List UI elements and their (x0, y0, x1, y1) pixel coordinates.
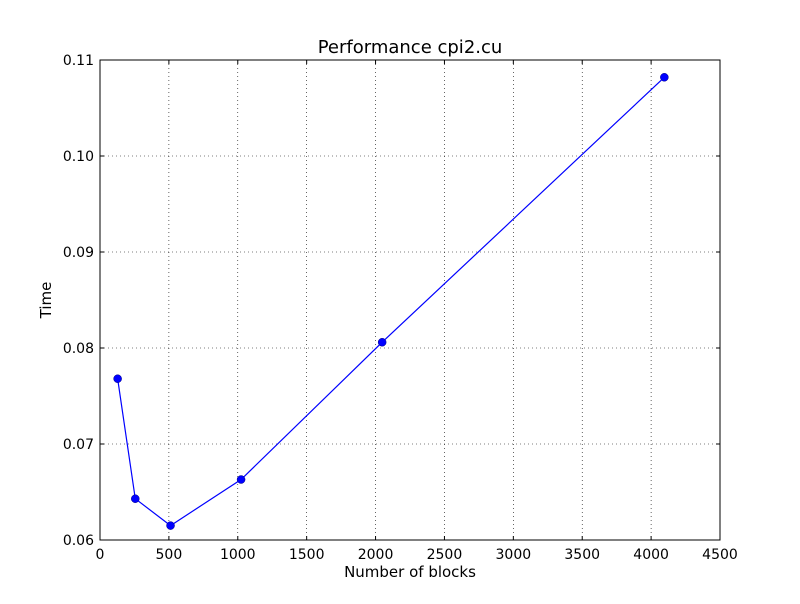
series-line (117, 76, 665, 527)
data-point (166, 521, 175, 530)
data-point (236, 475, 246, 484)
data-point (113, 374, 122, 383)
plot-area-frame (99, 59, 721, 541)
x-tick-label: 1000 (220, 547, 256, 563)
x-tick-label: 3500 (564, 547, 600, 563)
x-tick-label: 2000 (358, 547, 394, 563)
x-tick-label: 3000 (496, 547, 532, 563)
grid-lines (100, 60, 720, 540)
x-axis-label: Number of blocks (344, 563, 476, 581)
x-tick-label: 500 (156, 547, 183, 563)
y-tick-label: 0.06 (63, 533, 94, 549)
y-tick-label: 0.08 (63, 341, 94, 357)
y-tick-label: 0.09 (63, 245, 94, 261)
x-tick-label: 0 (96, 547, 105, 563)
data-point (377, 337, 387, 347)
tick-layer: 0 500 1000 1500 2000 2500 3000 3500 4000 4500 0.06… (63, 53, 738, 563)
data-point (660, 73, 669, 82)
y-tick-label: 0.11 (63, 53, 94, 69)
y-tick-label: 0.10 (63, 149, 94, 165)
y-axis-label: Time (37, 282, 55, 320)
chart-title: Performance cpi2.cu (318, 37, 503, 58)
x-tick-label: 4500 (702, 547, 738, 563)
y-tick-label: 0.07 (63, 437, 94, 453)
x-tick-label: 1500 (289, 547, 325, 563)
x-tick-label: 2500 (427, 547, 463, 563)
x-tick-label: 4000 (633, 547, 669, 563)
series-layer (113, 73, 669, 530)
data-point (131, 494, 140, 503)
